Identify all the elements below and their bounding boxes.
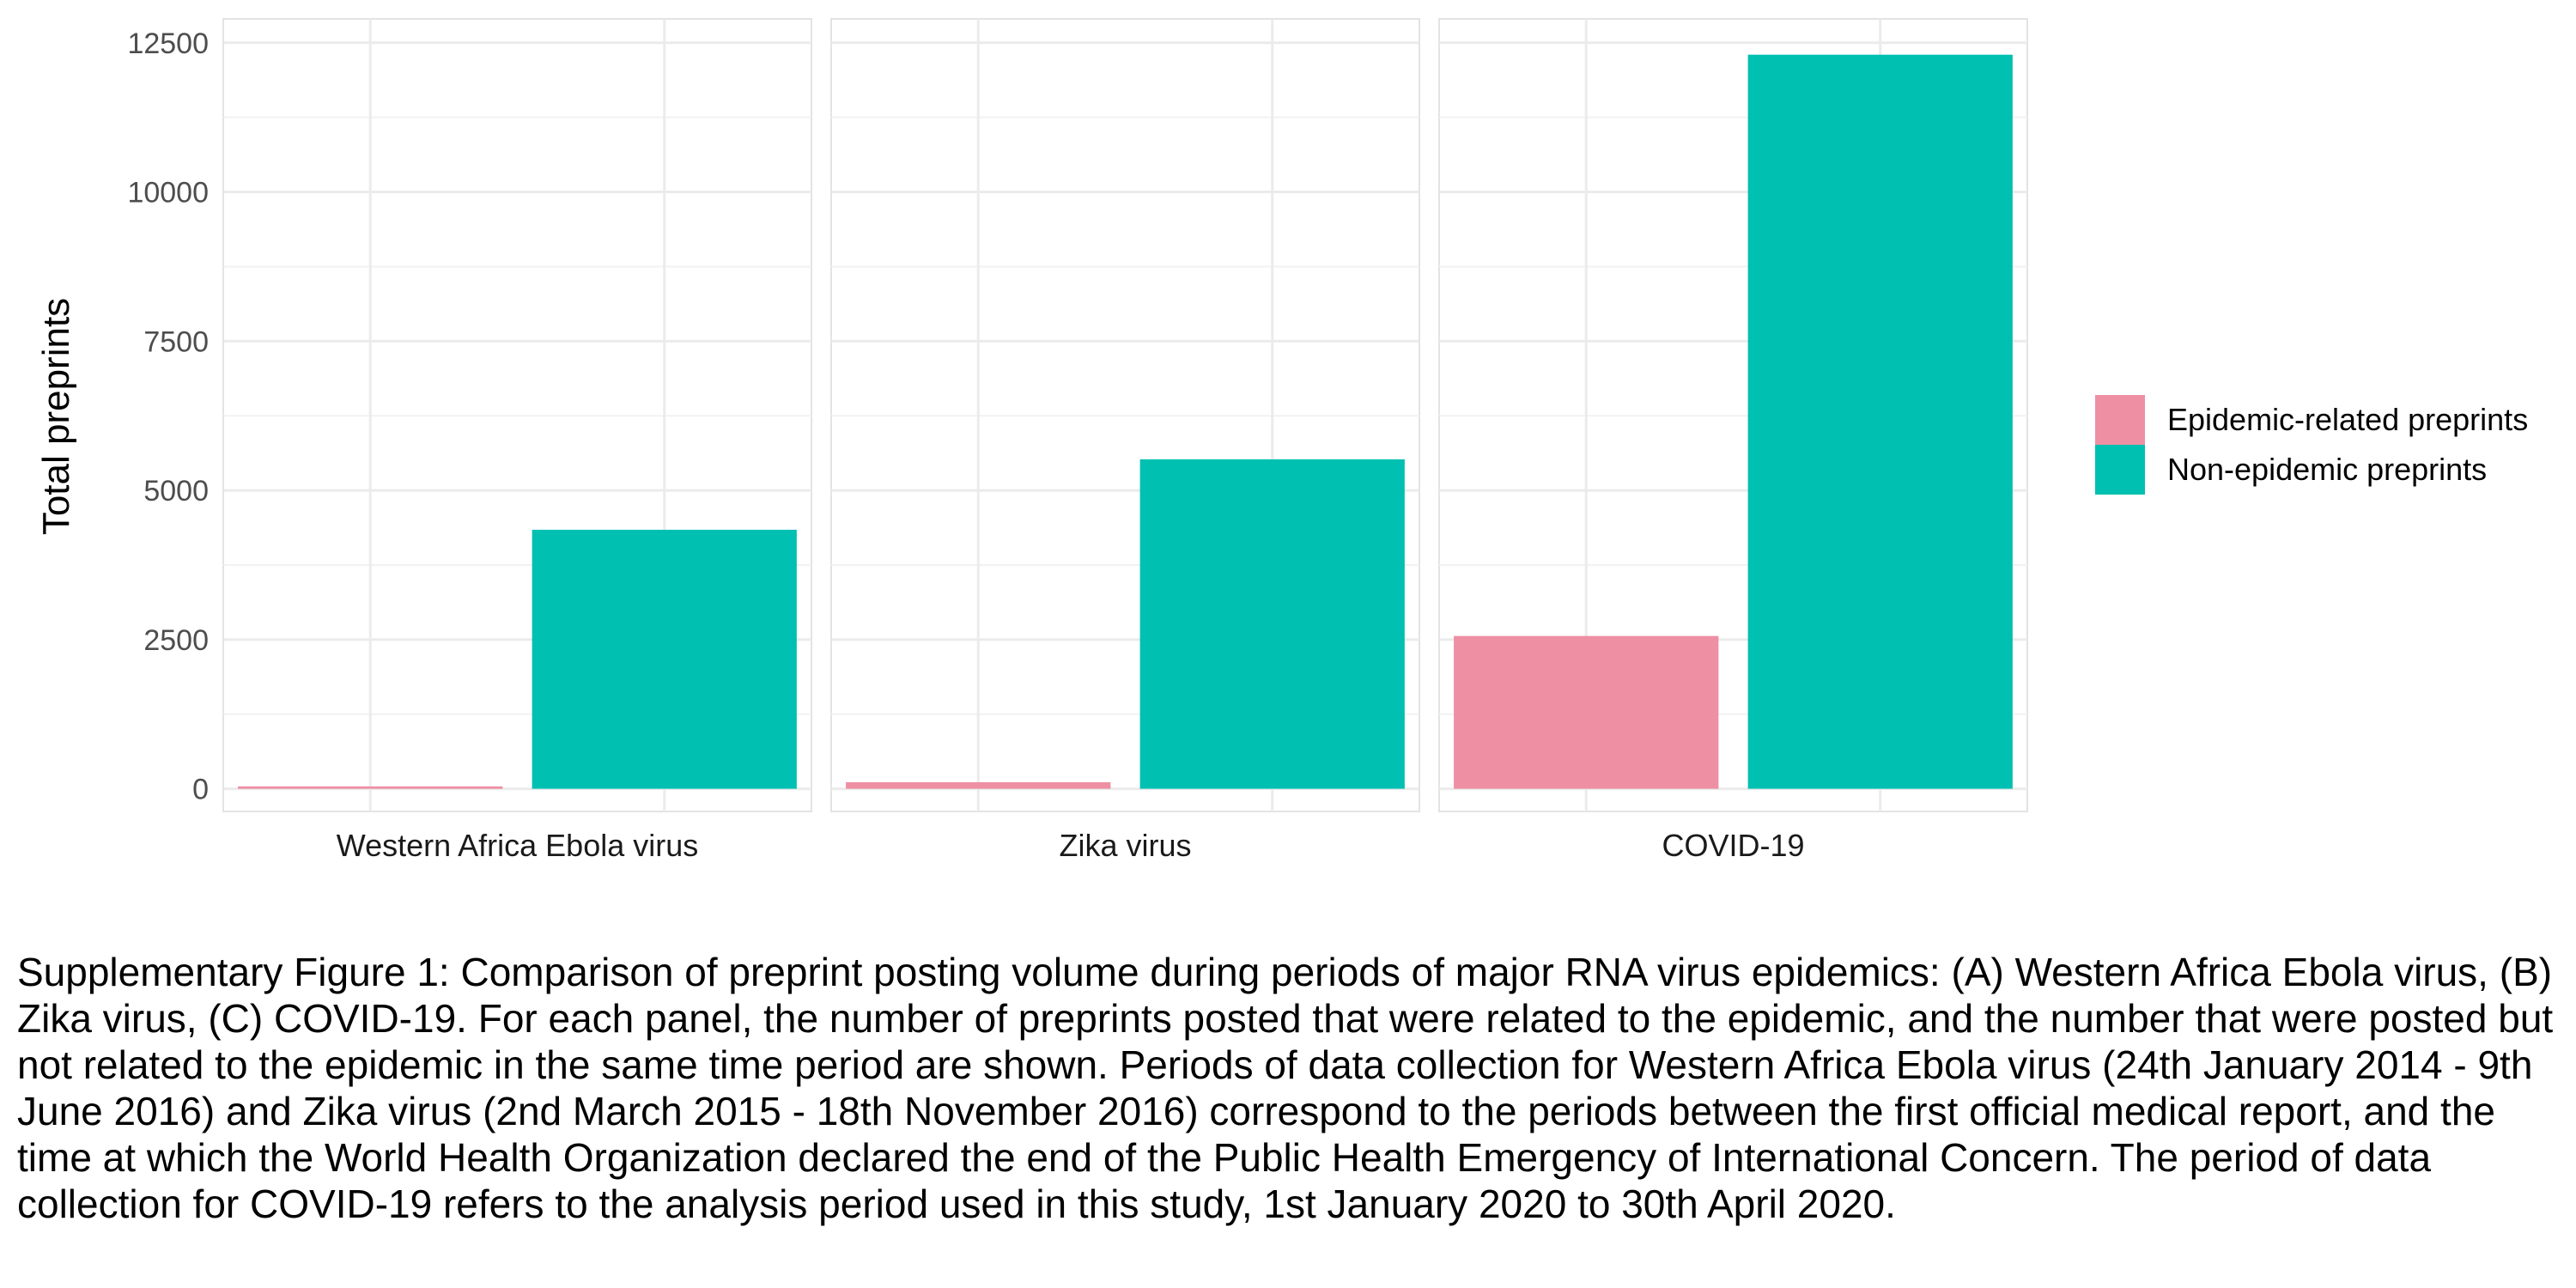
bar-epidemic-related-preprints [846, 781, 1111, 789]
panel-label: Western Africa Ebola virus [337, 828, 699, 859]
bar-non-epidemic-preprints [532, 529, 797, 789]
y-tick-label: 0 [192, 774, 209, 806]
y-tick-label: 2500 [143, 624, 209, 657]
y-axis-title: Total preprints [35, 298, 77, 535]
y-tick-label: 7500 [143, 325, 209, 358]
panel-label: COVID-19 [1662, 828, 1804, 859]
axis-layer: Western Africa Ebola virus Zika virus COVI… [127, 27, 1804, 859]
y-tick-label: 12500 [127, 27, 209, 60]
bar-non-epidemic-preprints [1139, 459, 1405, 789]
faceted-bar-chart: Western Africa Ebola virus Zika virus COVI… [35, 18, 2528, 859]
legend-label: Non-epidemic preprints [2167, 452, 2487, 487]
legend: Epidemic-related preprints Non-epidemic p… [2095, 395, 2528, 495]
figure-caption: Supplementary Figure 1: Comparison of pr… [17, 950, 2554, 1226]
bar-epidemic-related-preprints [1454, 635, 1719, 789]
legend-key [2095, 445, 2145, 495]
y-tick-label: 10000 [127, 177, 209, 210]
panel-label: Zika virus [1059, 828, 1191, 859]
bar-layer [238, 54, 2013, 789]
legend-label: Epidemic-related preprints [2167, 402, 2528, 437]
y-tick-label: 5000 [143, 475, 209, 507]
bar-non-epidemic-preprints [1747, 54, 2013, 789]
bar-epidemic-related-preprints [238, 786, 503, 789]
legend-key [2095, 395, 2145, 445]
